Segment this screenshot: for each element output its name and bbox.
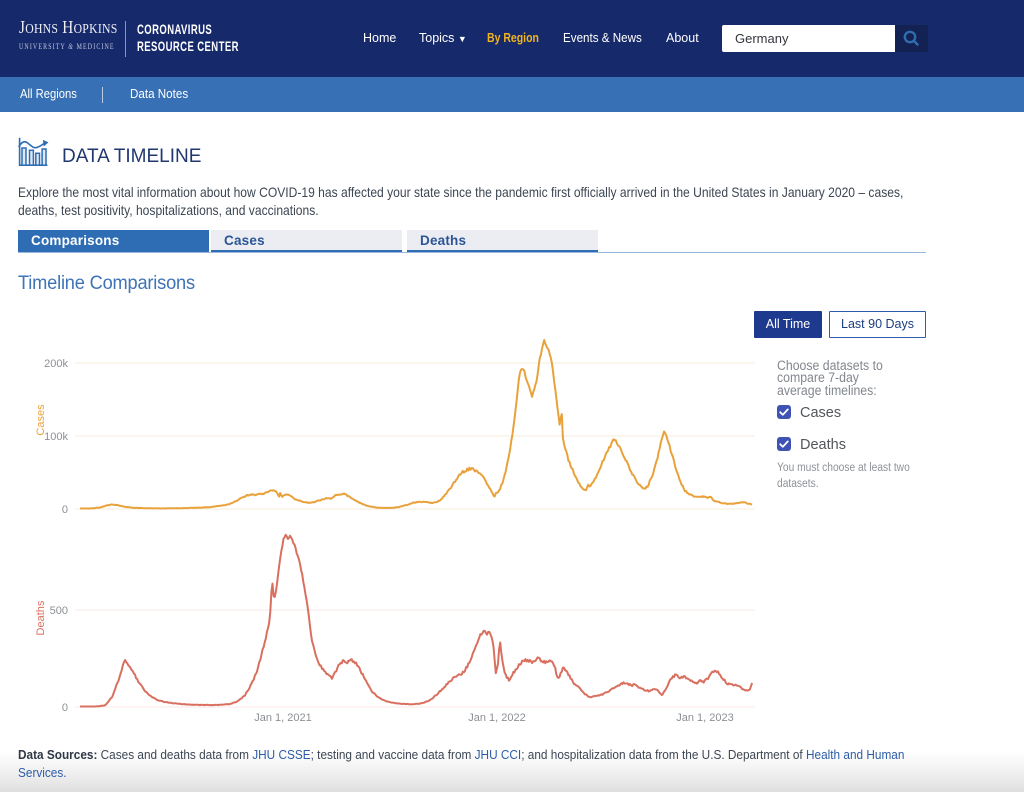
svg-text:500: 500 xyxy=(50,605,68,617)
svg-text:Deaths: Deaths xyxy=(35,600,47,635)
svg-text:100k: 100k xyxy=(44,431,68,443)
svg-text:0: 0 xyxy=(62,504,68,516)
svg-text:Jan 1, 2023: Jan 1, 2023 xyxy=(676,712,734,724)
svg-text:Cases: Cases xyxy=(35,404,47,436)
svg-text:200k: 200k xyxy=(44,358,68,370)
svg-text:Jan 1, 2021: Jan 1, 2021 xyxy=(254,712,312,724)
svg-text:Jan 1, 2022: Jan 1, 2022 xyxy=(468,712,526,724)
svg-text:0: 0 xyxy=(62,702,68,714)
